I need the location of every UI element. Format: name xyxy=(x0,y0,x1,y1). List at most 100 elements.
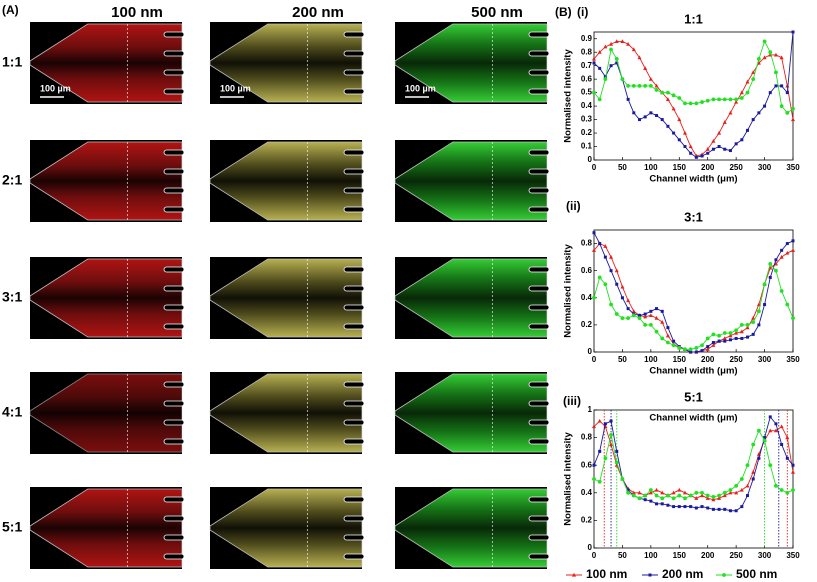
point xyxy=(722,331,727,335)
y-tick-label: 0.8 xyxy=(581,433,593,442)
point xyxy=(740,138,744,142)
point xyxy=(672,131,676,135)
point xyxy=(751,469,756,474)
outlet xyxy=(528,50,550,57)
point xyxy=(694,496,699,500)
point xyxy=(763,303,767,307)
legend-label: 200 nm xyxy=(662,567,703,581)
point xyxy=(615,449,619,453)
point xyxy=(688,144,693,149)
outlet xyxy=(528,534,550,541)
chart-title: 1:1 xyxy=(684,11,703,26)
point xyxy=(705,336,710,341)
outlet xyxy=(528,381,550,388)
point xyxy=(785,91,789,95)
x-axis-label: Channel width (μm) xyxy=(649,174,737,185)
point xyxy=(711,507,715,511)
point xyxy=(779,289,784,293)
point xyxy=(723,147,727,151)
point xyxy=(643,83,648,88)
y-axis-label: Normalised intensity xyxy=(563,244,574,338)
point xyxy=(603,74,607,78)
y-tick-label: 0.7 xyxy=(581,61,593,70)
point xyxy=(609,419,613,423)
point xyxy=(666,90,670,95)
y-tick-label: 0.9 xyxy=(581,34,593,43)
point xyxy=(734,490,739,495)
point xyxy=(620,316,625,321)
point xyxy=(682,130,687,135)
point xyxy=(672,505,676,509)
point xyxy=(700,490,704,495)
outlet xyxy=(163,69,185,76)
point xyxy=(683,505,687,509)
point xyxy=(620,39,625,44)
series-line xyxy=(593,40,794,114)
point xyxy=(751,118,755,122)
plot-frame xyxy=(593,31,794,161)
point xyxy=(694,101,699,106)
outlet xyxy=(343,168,365,175)
point xyxy=(643,493,648,498)
point xyxy=(773,52,778,57)
row-label: 2:1 xyxy=(2,172,22,188)
point xyxy=(666,326,670,330)
point xyxy=(762,282,767,287)
point xyxy=(677,487,682,492)
point xyxy=(785,456,789,460)
channel xyxy=(394,258,548,338)
channel xyxy=(29,258,183,338)
point xyxy=(637,313,641,317)
point xyxy=(774,268,778,273)
point xyxy=(660,118,664,122)
point xyxy=(688,493,693,498)
x-axis-label: Channel width (μm) xyxy=(649,366,737,377)
y-tick-label: 0 xyxy=(588,347,593,356)
point xyxy=(694,490,699,495)
point xyxy=(734,330,739,335)
point xyxy=(603,77,608,82)
point xyxy=(666,124,670,128)
point xyxy=(705,493,710,498)
point xyxy=(648,490,653,495)
point xyxy=(648,322,653,327)
series-line xyxy=(593,31,794,158)
point xyxy=(597,479,602,484)
channel xyxy=(209,141,363,221)
point xyxy=(740,336,744,340)
point xyxy=(734,509,738,513)
point xyxy=(654,83,659,88)
point xyxy=(609,47,613,52)
point xyxy=(746,128,750,132)
x-tick-label: 50 xyxy=(618,551,627,560)
point xyxy=(609,442,614,447)
point xyxy=(603,422,607,426)
point xyxy=(751,315,756,320)
point xyxy=(768,275,772,279)
point xyxy=(756,57,761,61)
point xyxy=(682,490,687,495)
point xyxy=(740,505,744,509)
x-tick-label: 150 xyxy=(673,355,687,364)
point xyxy=(683,145,687,149)
y-axis-label: Normalised intensity xyxy=(563,49,574,143)
y-tick-label: 0.2 xyxy=(581,516,593,525)
scale-bar-label: 100 µm xyxy=(40,83,71,93)
point xyxy=(648,76,653,81)
outlet xyxy=(163,400,185,407)
point xyxy=(666,340,670,345)
point xyxy=(626,97,630,101)
outlet xyxy=(163,88,185,95)
point xyxy=(654,88,659,92)
point xyxy=(745,322,750,327)
point xyxy=(706,345,710,349)
point xyxy=(722,120,727,124)
outlet xyxy=(343,553,365,560)
point xyxy=(603,244,608,248)
point xyxy=(734,97,739,102)
point xyxy=(677,346,682,350)
point xyxy=(660,502,664,506)
point xyxy=(643,314,648,319)
point xyxy=(677,505,681,509)
point xyxy=(592,477,596,481)
